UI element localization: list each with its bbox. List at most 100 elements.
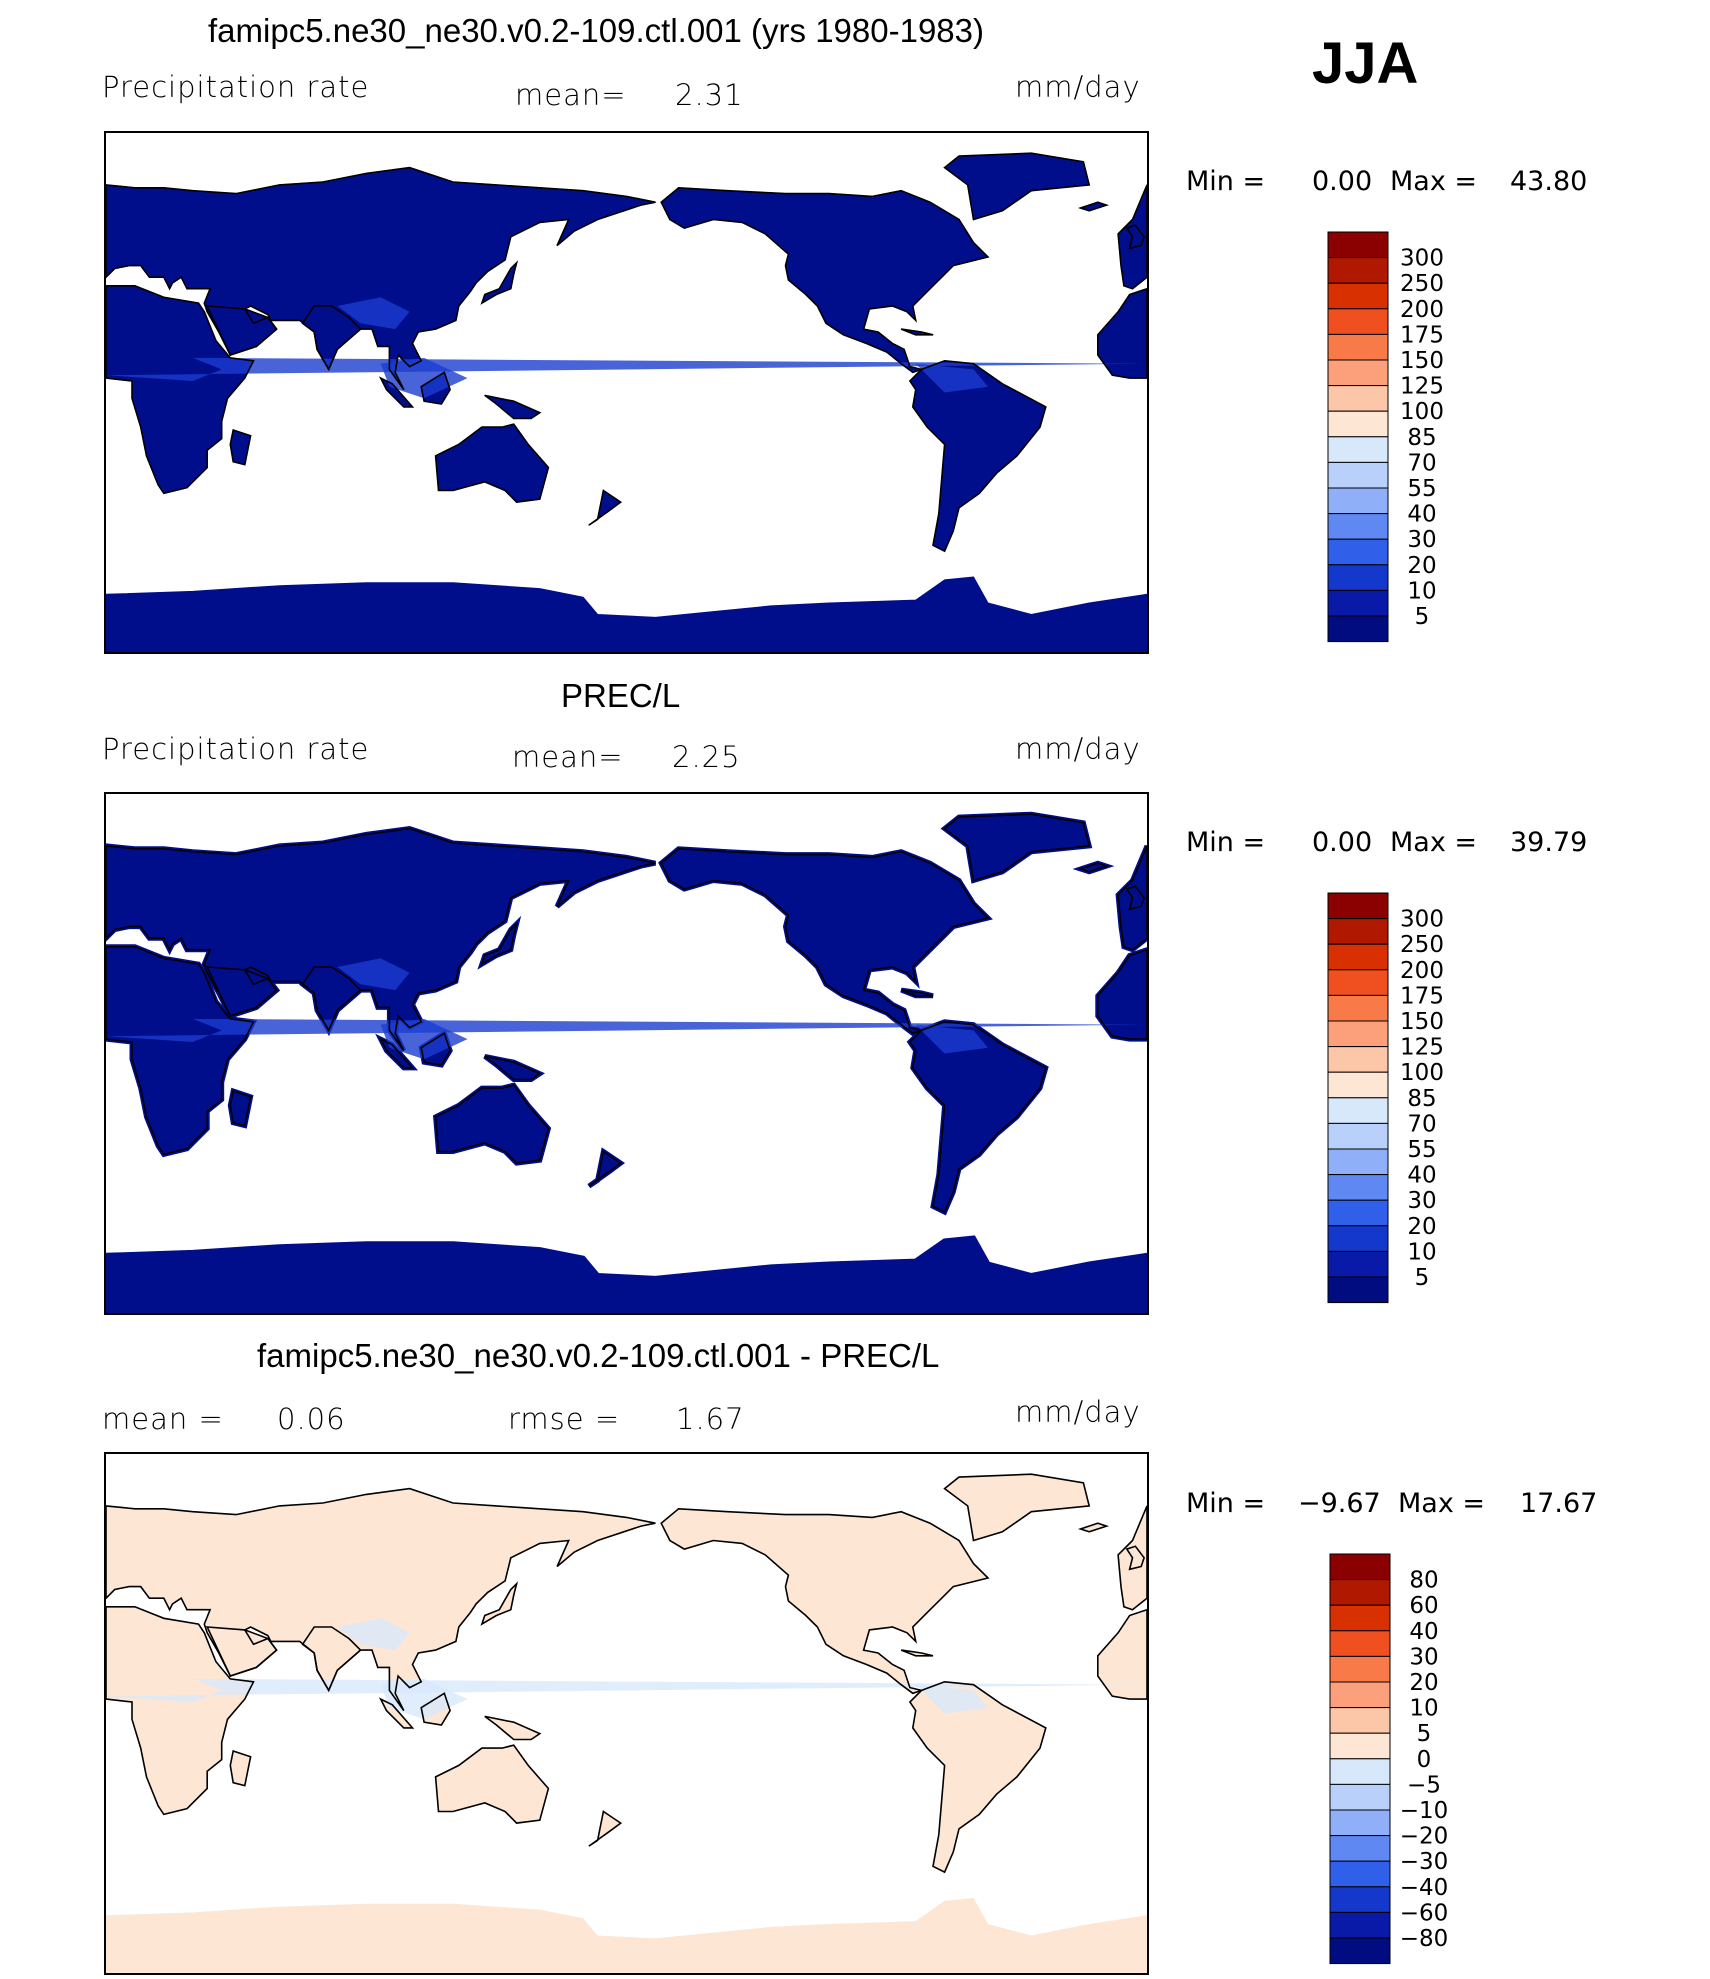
coastline-borneo — [420, 1692, 451, 1726]
colorbar-level-label: −30 — [1400, 1849, 1449, 1875]
colorbar-level-label: 300 — [1400, 907, 1444, 933]
colorbar-level-label: −10 — [1400, 1798, 1449, 1824]
colorbar-level-label: 20 — [1407, 1214, 1436, 1240]
panel-1-max-label: Max = — [1390, 166, 1478, 197]
precip-max-region — [915, 1684, 988, 1714]
land-madagascar — [230, 1751, 251, 1786]
coastline-borneo — [420, 1032, 451, 1066]
panel-2-min-label: Min = — [1186, 827, 1266, 858]
land-newguinea — [484, 1716, 540, 1740]
colorbar-swatch — [1327, 615, 1389, 643]
coastline-arabia — [205, 966, 278, 1017]
colorbar-swatch — [1329, 1707, 1391, 1734]
coastline-africaW — [1097, 1608, 1147, 1700]
colorbar-swatch — [1327, 1046, 1389, 1073]
colorbar-swatch — [1327, 1199, 1389, 1227]
colorbar-level-label: 70 — [1407, 1111, 1436, 1137]
colorbar-level-label: 200 — [1400, 297, 1444, 323]
coastline-uk — [1125, 885, 1145, 911]
coastline-japan — [480, 1581, 519, 1626]
colorbar-swatch — [1327, 333, 1389, 361]
panel-1-variable-label: Precipitation rate — [102, 70, 370, 104]
colorbar-level-label: −80 — [1400, 1926, 1449, 1952]
colorbar-level-label: 80 — [1409, 1568, 1438, 1594]
coastline-australia — [434, 423, 550, 503]
coastline-southamerica — [908, 1020, 1047, 1214]
colorbar-swatch — [1327, 1148, 1389, 1176]
coastline-southamerica — [908, 359, 1047, 553]
precip-max-region — [337, 297, 410, 330]
colorbar-swatch — [1329, 1630, 1391, 1657]
panel-3-min-value: −9.67 — [1298, 1488, 1381, 1519]
coastline-sumatra — [378, 1697, 415, 1729]
colorbar-swatch — [1327, 943, 1389, 971]
coastline-iceland — [1077, 201, 1110, 212]
colorbar-swatch — [1329, 1937, 1391, 1965]
colorbar-swatch — [1327, 513, 1389, 540]
coastline-northamerica — [660, 1507, 990, 1695]
coastline-cuba — [900, 989, 934, 997]
panel-3-mean-label: mean = — [102, 1402, 224, 1436]
colorbar-level-label: 10 — [1407, 578, 1436, 604]
coastline-japan — [480, 260, 519, 305]
colorbar-level-label: 30 — [1409, 1644, 1438, 1670]
coastline-madagascar — [229, 1089, 252, 1127]
colorbar-level-label: 175 — [1400, 322, 1444, 348]
panel-3-rmse-value: 1.67 — [676, 1402, 745, 1436]
colorbar-level-label: 10 — [1407, 1239, 1436, 1265]
colorbar-level-label: 30 — [1407, 527, 1436, 553]
coastline-eurasiaW — [1117, 184, 1147, 290]
colorbar-level-label: 175 — [1400, 983, 1444, 1009]
colorbar-level-label: 250 — [1400, 932, 1444, 958]
coastline-eurasiaW — [1117, 1505, 1147, 1611]
coastline-sumatra — [378, 376, 415, 408]
colorbar-level-label: 100 — [1400, 1060, 1444, 1086]
colorbar-swatch — [1327, 308, 1389, 335]
coastline-eurasiaW — [1117, 845, 1147, 951]
land-iceland — [1080, 1523, 1107, 1532]
precip-max-region — [915, 363, 988, 393]
colorbar-swatch — [1329, 1911, 1391, 1939]
colorbar-level-label: 125 — [1400, 374, 1444, 400]
colorbar-swatch — [1329, 1758, 1391, 1785]
coastline-northamerica — [660, 847, 990, 1035]
panel-3-title: famipc5.ne30_ne30.v0.2-109.ctl.001 - PRE… — [257, 1337, 940, 1374]
land-sumatra — [380, 1699, 413, 1728]
land-southamerica — [909, 360, 1047, 552]
coastline-newguinea — [484, 394, 542, 420]
coastline-japan — [480, 921, 519, 966]
coastline-india — [301, 305, 362, 372]
land-newzealand — [588, 1811, 621, 1847]
colorbar-level-label: 300 — [1400, 246, 1444, 272]
colorbar-swatch — [1327, 359, 1389, 387]
colorbar-swatch — [1327, 1276, 1389, 1304]
colorbar-swatch — [1327, 487, 1389, 515]
colorbar-swatch — [1327, 1097, 1389, 1124]
colorbar-level-label: −20 — [1400, 1824, 1449, 1850]
precip-max-region — [337, 958, 410, 991]
panel-2-mean-value: 2.25 — [672, 740, 741, 774]
colorbar-swatch — [1329, 1604, 1391, 1632]
coastline-africa — [106, 285, 255, 495]
coastline-africa — [106, 946, 255, 1156]
panel-2-max-value: 39.79 — [1510, 827, 1588, 858]
colorbar-level-label: 150 — [1400, 348, 1444, 374]
colorbar-level-label: 30 — [1407, 1188, 1436, 1214]
land-newguinea — [483, 1053, 545, 1082]
colorbar-level-label: 85 — [1407, 1086, 1436, 1112]
panel-2-map — [104, 792, 1149, 1315]
colorbar-swatch — [1327, 538, 1389, 566]
panel-2-max-label: Max = — [1390, 827, 1478, 858]
colorbar-level-label: 20 — [1407, 553, 1436, 579]
panel-2-colorbar: 300 250 200 175 150 125 100 85 70 55 40 30 20 10 5 — [1327, 892, 1488, 1308]
panel-1-colorbar: 300 250 200 175 150 125 100 85 70 55 40 30 20 10 5 — [1327, 231, 1488, 647]
colorbar-level-label: 20 — [1409, 1670, 1438, 1696]
land-australia — [435, 1745, 549, 1824]
colorbar-swatch — [1327, 385, 1389, 412]
colorbar-swatch — [1329, 1553, 1391, 1581]
coastline-borneo — [420, 371, 451, 405]
panel-2-mean-label: mean= — [512, 740, 624, 774]
coastline-madagascar — [229, 428, 252, 466]
coastline-australia — [434, 1744, 550, 1824]
panel-2-variable-label: Precipitation rate — [102, 732, 370, 766]
